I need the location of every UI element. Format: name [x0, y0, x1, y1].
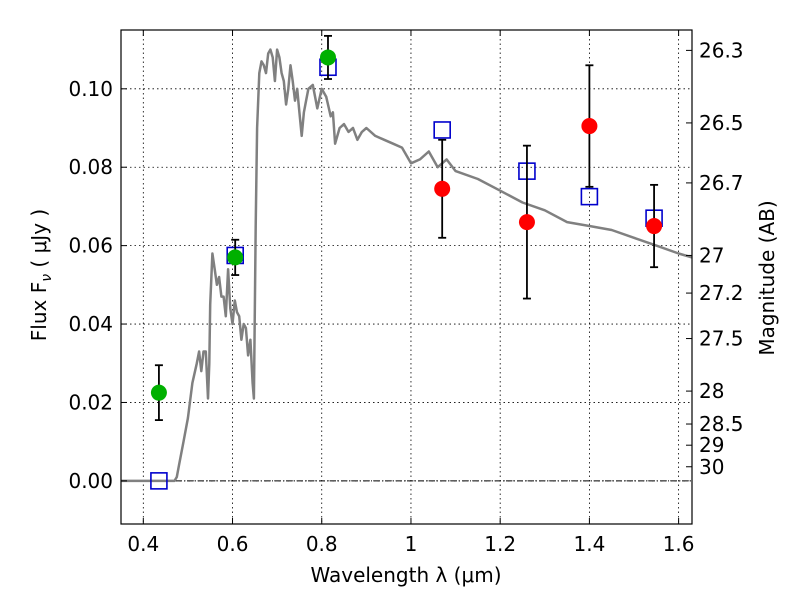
magnitude-tick-label: 26.3: [699, 38, 744, 62]
plot-frame: [120, 29, 693, 525]
infrared-detection-point: [581, 118, 598, 135]
model-spectrum-line: [121, 48, 693, 483]
magnitude-tick-label: 26.5: [699, 111, 744, 135]
x-tick-label: 1.6: [663, 532, 695, 556]
infrared-detection-point: [518, 214, 535, 231]
y-tick-label: 0.06: [68, 234, 113, 258]
magnitude-tick-label: 27.5: [699, 327, 744, 351]
x-tick-label: 0.4: [127, 532, 159, 556]
data-series: [121, 34, 693, 490]
model-photometry-square: [433, 121, 451, 139]
magnitude-tick-label: 29: [699, 433, 724, 457]
optical-detection-point: [227, 249, 244, 266]
y-label-main: Flux F: [27, 282, 51, 341]
infrared-detection-point: [434, 180, 451, 197]
magnitude-tick-label: 28.5: [699, 412, 744, 436]
x-tick-label: 0.6: [217, 532, 249, 556]
optical-detection-point: [150, 384, 167, 401]
magnitude-tick-label: 30: [699, 455, 724, 479]
x-ticks: 0.4 0.6 0.8 1 1.2 1.4 1.6: [127, 30, 695, 556]
model-photometry-square: [580, 187, 599, 206]
x-axis-label: Wavelength λ (μm): [310, 563, 501, 587]
magnitude-tick-label: 28: [699, 379, 724, 403]
y-label-subscript: ν: [39, 274, 55, 282]
y-axis-label-right: Magnitude (AB): [755, 200, 779, 355]
y-tick-label: 0.04: [68, 312, 113, 336]
y-tick-label: 0.00: [68, 469, 113, 493]
y-label-units: ( μJy ): [27, 209, 51, 274]
y-tick-label: 0.02: [68, 390, 113, 414]
x-tick-label: 0.8: [306, 532, 338, 556]
y-tick-label: 0.10: [68, 77, 113, 101]
magnitude-tick-label: 27.2: [699, 281, 744, 305]
x-tick-label: 1: [405, 532, 418, 556]
x-tick-label: 1.4: [573, 532, 605, 556]
y-tick-label: 0.08: [68, 155, 113, 179]
magnitude-tick-label: 26.7: [699, 171, 744, 195]
magnitude-tick-label: 27: [699, 243, 724, 267]
infrared-detection-point: [646, 218, 663, 235]
optical-detection-point: [319, 49, 336, 66]
y-ticks: 0.00 0.02 0.04 0.06 0.08 0.10: [68, 77, 127, 493]
y-axis-label-left: Flux Fν ( μJy ): [27, 209, 55, 341]
model-photometry-square: [150, 472, 168, 490]
x-tick-label: 1.2: [484, 532, 516, 556]
grid-lines: [121, 30, 692, 524]
